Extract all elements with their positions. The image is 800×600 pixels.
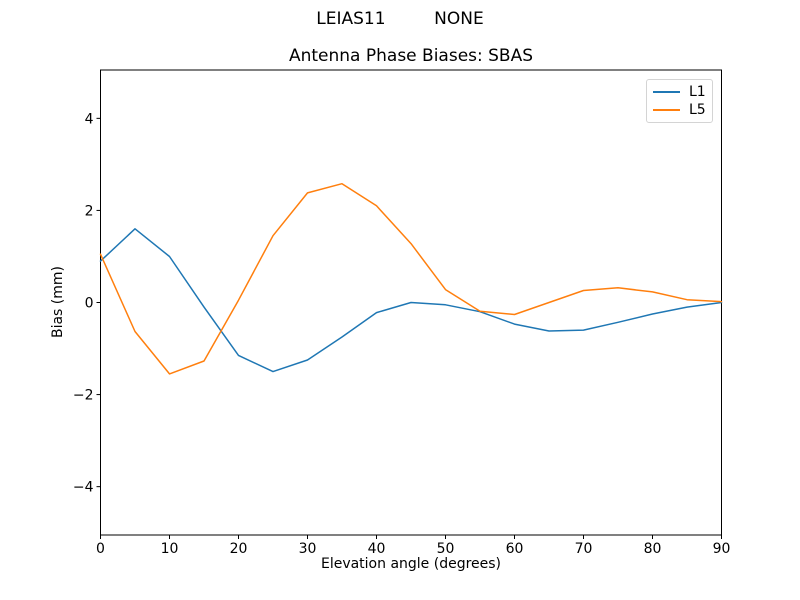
legend-line-swatch-l1: [653, 90, 680, 93]
y-tick-label: −2: [73, 388, 94, 404]
series-line-l1: [99, 228, 723, 373]
x-tick-label: 0: [96, 541, 105, 557]
y-tick-label: 2: [85, 203, 94, 219]
x-tick-label: 60: [506, 541, 524, 557]
x-axis-label: Elevation angle (degrees): [320, 556, 502, 572]
x-tick-label: 50: [437, 541, 455, 557]
legend-label-l1: L1: [689, 83, 706, 100]
legend-item-l5: L5: [647, 103, 712, 117]
x-tick-label: 90: [713, 541, 731, 557]
legend-line-swatch-l5: [653, 109, 680, 112]
series-line-l5: [99, 182, 723, 375]
y-axis-label: Bias (mm): [50, 265, 66, 339]
legend-label-l5: L5: [689, 102, 706, 119]
x-tick-label: 80: [644, 541, 662, 557]
x-tick-label: 30: [299, 541, 317, 557]
y-tick-label: 0: [85, 296, 94, 312]
legend-item-l1: L1: [647, 85, 712, 99]
y-tick-label: 4: [85, 111, 94, 127]
x-tick-label: 40: [368, 541, 386, 557]
x-tick-label: 70: [575, 541, 593, 557]
y-tick-label: −4: [73, 480, 94, 496]
axes-title: Antenna Phase Biases: SBAS: [288, 46, 534, 66]
figure-suptitle: LEIAS11 NONE: [316, 9, 484, 29]
legend: L1 L5: [646, 79, 713, 123]
x-tick-label: 20: [230, 541, 248, 557]
x-tick-label: 10: [161, 541, 179, 557]
